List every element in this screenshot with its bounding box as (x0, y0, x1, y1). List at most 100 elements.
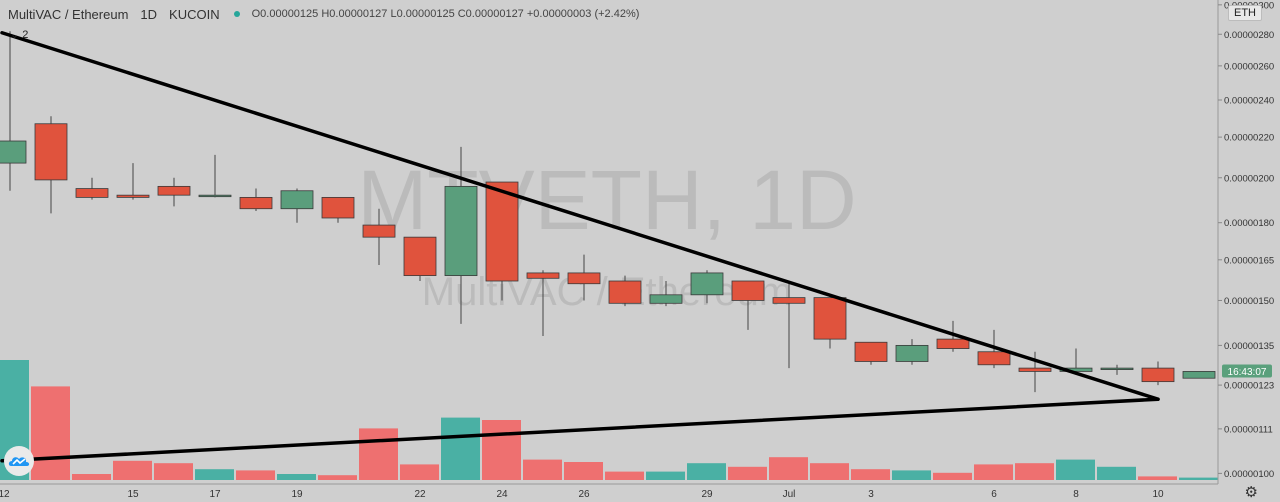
chevron-down-icon: ⌄ (10, 29, 20, 41)
candle-body (75, 188, 109, 198)
candle (1141, 361, 1175, 386)
volume-bar (687, 463, 726, 480)
volume-bar (728, 466, 767, 480)
candle-body (813, 297, 847, 340)
volume-bar (359, 428, 398, 480)
x-tick-label: 8 (1073, 489, 1079, 500)
x-tick-label: 15 (127, 489, 139, 500)
candle (608, 275, 642, 307)
volume-bar (1138, 476, 1177, 480)
x-tick-label: 12 (0, 489, 10, 500)
y-tick-label: 0.00000100 (1224, 469, 1274, 480)
volume-bar (892, 470, 931, 480)
volume-bar (277, 474, 316, 480)
y-tick-label: 0.00000165 (1224, 255, 1274, 266)
volume-bar (195, 469, 234, 480)
symbol-title[interactable]: MultiVAC / Ethereum (8, 6, 129, 22)
y-tick-label: 0.00000111 (1224, 424, 1273, 435)
volume-bar (523, 459, 562, 480)
x-tick-label: 3 (868, 489, 874, 500)
x-tick-label: 10 (1152, 489, 1164, 500)
candle (157, 177, 191, 207)
trendline-upper[interactable] (0, 30, 1160, 401)
last-price-time: 16:43:07 (1228, 367, 1267, 378)
x-tick-label: 17 (209, 489, 221, 500)
y-tick-label: 0.00000220 (1224, 133, 1274, 144)
candle-body (485, 181, 519, 282)
indicator-count: 2 (22, 28, 29, 41)
candle (526, 270, 560, 337)
y-tick-label: 0.00000280 (1224, 30, 1274, 41)
indicators-toggle[interactable]: ⌄ 2 (10, 28, 29, 42)
candle-body (526, 272, 560, 279)
cloud-icon (8, 457, 30, 466)
trendlines[interactable] (0, 30, 1160, 463)
candle-body (116, 194, 150, 198)
candle-body (239, 196, 273, 210)
volume-bar (236, 470, 275, 480)
candle (321, 196, 355, 223)
x-tick-label: 29 (701, 489, 713, 500)
candle (198, 154, 232, 198)
candle-body (403, 236, 437, 277)
candle-body (1141, 367, 1175, 383)
candle-body (649, 294, 683, 304)
volume-bar (769, 457, 808, 480)
volume-bar (605, 471, 644, 480)
candle (362, 208, 396, 266)
y-tick-label: 0.00000200 (1224, 173, 1274, 184)
volume-bar (154, 463, 193, 480)
currency-badge[interactable]: ETH (1228, 5, 1262, 21)
x-tick-label: Jul (783, 489, 796, 500)
candle (75, 177, 109, 200)
y-tick-label: 0.00000260 (1224, 61, 1274, 72)
candle (690, 270, 724, 304)
volume-bar (113, 460, 152, 480)
candle-body (1100, 367, 1134, 370)
candle (895, 339, 929, 365)
volume-bar (810, 463, 849, 480)
volume-bar (441, 417, 480, 480)
candle-body (1018, 367, 1052, 372)
candle-body (280, 190, 314, 210)
candle-body (362, 224, 396, 238)
gear-icon[interactable]: ⚙ (1244, 484, 1258, 501)
price-axis[interactable]: 0.000003000.000002800.000002600.00000240… (1218, 0, 1274, 480)
candle (813, 297, 847, 349)
candle-body (157, 185, 191, 196)
volume-bar (31, 386, 70, 480)
candle-body (321, 196, 355, 219)
candle (239, 188, 273, 212)
interval-label[interactable]: 1D (140, 6, 158, 22)
candle (0, 31, 27, 191)
y-tick-label: 0.00000123 (1224, 381, 1274, 392)
candle (854, 341, 888, 365)
time-axis[interactable]: 12 15 17 19 22 24 26 29 Jul 3 6 8 10 (0, 489, 1164, 500)
candle (567, 254, 601, 301)
symbol-legend[interactable]: MultiVAC / Ethereum 1D KUCOIN O0.0000012… (8, 6, 639, 22)
x-tick-label: 19 (291, 489, 303, 500)
candle (485, 181, 519, 301)
x-tick-label: 22 (414, 489, 426, 500)
candle-body (690, 272, 724, 296)
x-tick-label: 26 (578, 489, 590, 500)
volume-bar (1056, 459, 1095, 480)
candle-body (772, 297, 806, 304)
y-tick-label: 0.00000135 (1224, 341, 1274, 352)
y-tick-label: 0.00000180 (1224, 218, 1274, 229)
candle-body (0, 140, 27, 164)
candle-body (895, 344, 929, 362)
volume-bar (482, 420, 521, 480)
candle (403, 236, 437, 282)
candle (116, 163, 150, 200)
volume-bar (646, 471, 685, 480)
logo-icon[interactable] (4, 446, 34, 476)
candle-body (936, 338, 970, 349)
candle (731, 280, 765, 330)
candle-body (731, 280, 765, 301)
volume-bar (1015, 463, 1054, 480)
volume-bar (1097, 466, 1136, 480)
volume-bar (974, 464, 1013, 480)
trendline-lower[interactable] (0, 397, 1160, 463)
